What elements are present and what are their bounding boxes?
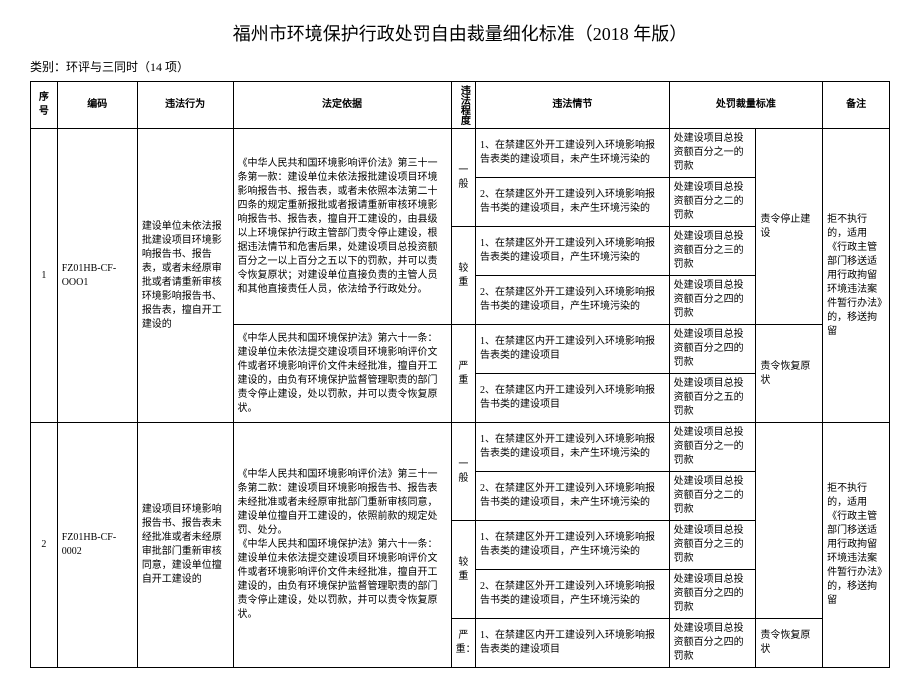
cell-penalty: 处建设项目总投资额百分之三的罚款 xyxy=(669,227,756,276)
cell-circ: 1、在禁建区内开工建设列入环境影响报告表类的建设项目 xyxy=(476,325,670,374)
table-header-row: 序号 编码 违法行为 法定依据 违法程度 违法情节 处罚裁量标准 备注 xyxy=(31,82,890,129)
header-note: 备注 xyxy=(823,82,890,129)
cell-penalty: 处建设项目总投资额百分之四的罚款 xyxy=(669,325,756,374)
cell-circ: 1、在禁建区外开工建设列入环境影响报告表类的建设项目，未产生环境污染的 xyxy=(476,129,670,178)
cell-level: 较重 xyxy=(451,521,475,619)
cell-level: 严重： xyxy=(451,619,475,668)
cell-penalty: 处建设项目总投资额百分之二的罚款 xyxy=(669,472,756,521)
header-penalty: 处罚裁量标准 xyxy=(669,82,823,129)
cell-circ: 2、在禁建区内开工建设列入环境影响报告书类的建设项目 xyxy=(476,374,670,423)
cell-seq: 2 xyxy=(31,423,58,668)
cell-circ: 1、在禁建区外开工建设列入环境影响报告表类的建设项目，产生环境污染的 xyxy=(476,521,670,570)
cell-penalty: 处建设项目总投资额百分之一的罚款 xyxy=(669,423,756,472)
cell-extra xyxy=(756,423,823,619)
cell-level: 严重 xyxy=(451,325,475,423)
cell-behavior: 建设单位未依法报批建设项目环境影响报告书、报告表，或者未经原审批或者请重新审核环… xyxy=(137,129,233,423)
header-code: 编码 xyxy=(57,82,137,129)
cell-extra: 责令恢复原状 xyxy=(756,325,823,423)
table-row: 2 FZ01HB-CF-0002 建设项目环境影响报告书、报告表未经批准或者未经… xyxy=(31,423,890,472)
cell-code: FZ01HB-CF-0002 xyxy=(57,423,137,668)
cell-penalty: 处建设项目总投资额百分之一的罚款 xyxy=(669,129,756,178)
cell-extra: 责令恢复原状 xyxy=(756,619,823,668)
cell-code: FZ01HB-CF-OOO1 xyxy=(57,129,137,423)
header-seq: 序号 xyxy=(31,82,58,129)
header-behavior: 违法行为 xyxy=(137,82,233,129)
cell-level: 一般 xyxy=(451,129,475,227)
cell-circ: 1、在禁建区内开工建设列入环境影响报告表类的建设项目 xyxy=(476,619,670,668)
category-label: 类别：环评与三同时（14 项） xyxy=(30,58,890,75)
cell-behavior: 建设项目环境影响报告书、报告表未经批准或者未经原审批部门重新审核同意，建设单位擅… xyxy=(137,423,233,668)
cell-note: 拒不执行的，适用《行政主管部门移送适用行政拘留环境违法案件暂行办法》的，移送拘留 xyxy=(823,129,890,423)
cell-basis-1: 《中华人民共和国环境影响评价法》第三十一条第一款：建设单位未依法报批建设项目环境… xyxy=(233,129,451,325)
cell-penalty: 处建设项目总投资额百分之四的罚款 xyxy=(669,619,756,668)
header-circ: 违法情节 xyxy=(476,82,670,129)
header-basis: 法定依据 xyxy=(233,82,451,129)
cell-circ: 2、在禁建区外开工建设列入环境影响报告书类的建设项目，产生环境污染的 xyxy=(476,276,670,325)
cell-circ: 1、在禁建区外开工建设列入环境影响报告表类的建设项目，产生环境污染的 xyxy=(476,227,670,276)
table-row: 1 FZ01HB-CF-OOO1 建设单位未依法报批建设项目环境影响报告书、报告… xyxy=(31,129,890,178)
document-title: 福州市环境保护行政处罚自由裁量细化标准（2018 年版） xyxy=(30,20,890,46)
cell-penalty: 处建设项目总投资额百分之五的罚款 xyxy=(669,374,756,423)
cell-circ: 2、在禁建区外开工建设列入环境影响报告书类的建设项目，未产生环境污染的 xyxy=(476,472,670,521)
cell-basis-2: 《中华人民共和国环境保护法》第六十一条：建设单位未依法提交建设项目环境影响评价文… xyxy=(233,325,451,423)
cell-penalty: 处建设项目总投资额百分之二的罚款 xyxy=(669,178,756,227)
header-level: 违法程度 xyxy=(451,82,475,129)
cell-level: 较重 xyxy=(451,227,475,325)
cell-penalty: 处建设项目总投资额百分之四的罚款 xyxy=(669,276,756,325)
cell-note: 拒不执行的，适用《行政主管部门移送适用行政拘留环境违法案件暂行办法》的，移送拘留 xyxy=(823,423,890,668)
cell-circ: 2、在禁建区外开工建设列入环境影响报告书类的建设项目，产生环境污染的 xyxy=(476,570,670,619)
cell-penalty: 处建设项目总投资额百分之四的罚款 xyxy=(669,570,756,619)
cell-extra: 责令停止建设 xyxy=(756,129,823,325)
cell-level: 一般 xyxy=(451,423,475,521)
cell-seq: 1 xyxy=(31,129,58,423)
cell-basis: 《中华人民共和国环境影响评价法》第三十一条第二款：建设项目环境影响报告书、报告表… xyxy=(233,423,451,668)
cell-circ: 1、在禁建区外开工建设列入环境影响报告表类的建设项目，未产生环境污染的 xyxy=(476,423,670,472)
cell-circ: 2、在禁建区外开工建设列入环境影响报告书类的建设项目，未产生环境污染的 xyxy=(476,178,670,227)
cell-penalty: 处建设项目总投资额百分之三的罚款 xyxy=(669,521,756,570)
standards-table: 序号 编码 违法行为 法定依据 违法程度 违法情节 处罚裁量标准 备注 1 FZ… xyxy=(30,81,890,668)
